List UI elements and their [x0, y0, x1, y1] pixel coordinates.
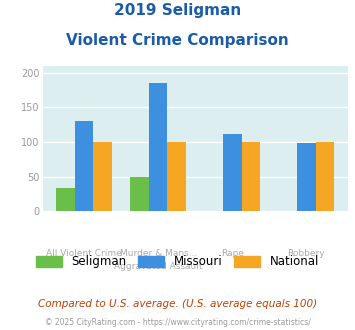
Bar: [131, 177, 149, 211]
Bar: [75, 121, 93, 211]
Text: Compared to U.S. average. (U.S. average equals 100): Compared to U.S. average. (U.S. average …: [38, 299, 317, 309]
Text: Rape: Rape: [221, 249, 244, 258]
Bar: [241, 142, 260, 211]
Legend: Seligman, Missouri, National: Seligman, Missouri, National: [31, 250, 324, 273]
Bar: [149, 83, 168, 211]
Bar: [297, 143, 316, 211]
Bar: [168, 142, 186, 211]
Text: © 2025 CityRating.com - https://www.cityrating.com/crime-statistics/: © 2025 CityRating.com - https://www.city…: [45, 318, 310, 327]
Text: 2019 Seligman: 2019 Seligman: [114, 3, 241, 18]
Text: All Violent Crime: All Violent Crime: [47, 249, 122, 258]
Text: Violent Crime Comparison: Violent Crime Comparison: [66, 33, 289, 48]
Bar: [223, 134, 241, 211]
Bar: [316, 142, 334, 211]
Bar: [93, 142, 112, 211]
Text: Aggravated Assault: Aggravated Assault: [114, 262, 202, 271]
Text: Murder & Mans...: Murder & Mans...: [120, 249, 197, 258]
Text: Robbery: Robbery: [288, 249, 325, 258]
Bar: [56, 188, 75, 211]
